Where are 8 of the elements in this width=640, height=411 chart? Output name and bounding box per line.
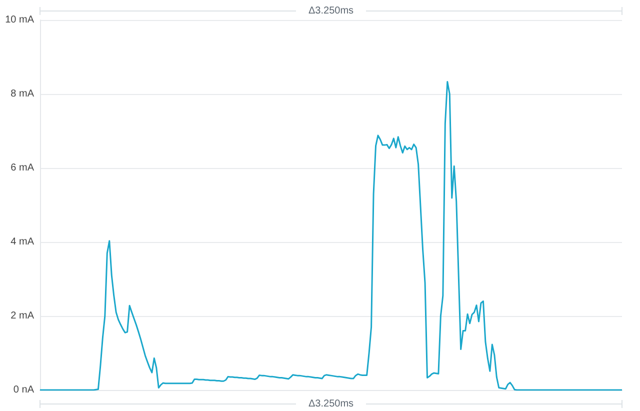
- text: Δ3.250ms: [308, 398, 354, 410]
- text: Δ3.250ms: [308, 6, 354, 16]
- y-tick-label: 4 mA: [10, 236, 34, 248]
- y-tick-label: 0 nA: [13, 384, 34, 396]
- y-tick-label: 10 mA: [5, 14, 34, 26]
- y-tick-label: 6 mA: [10, 162, 34, 174]
- y-tick-label: 2 mA: [10, 310, 34, 322]
- y-tick-label: 8 mA: [10, 88, 34, 100]
